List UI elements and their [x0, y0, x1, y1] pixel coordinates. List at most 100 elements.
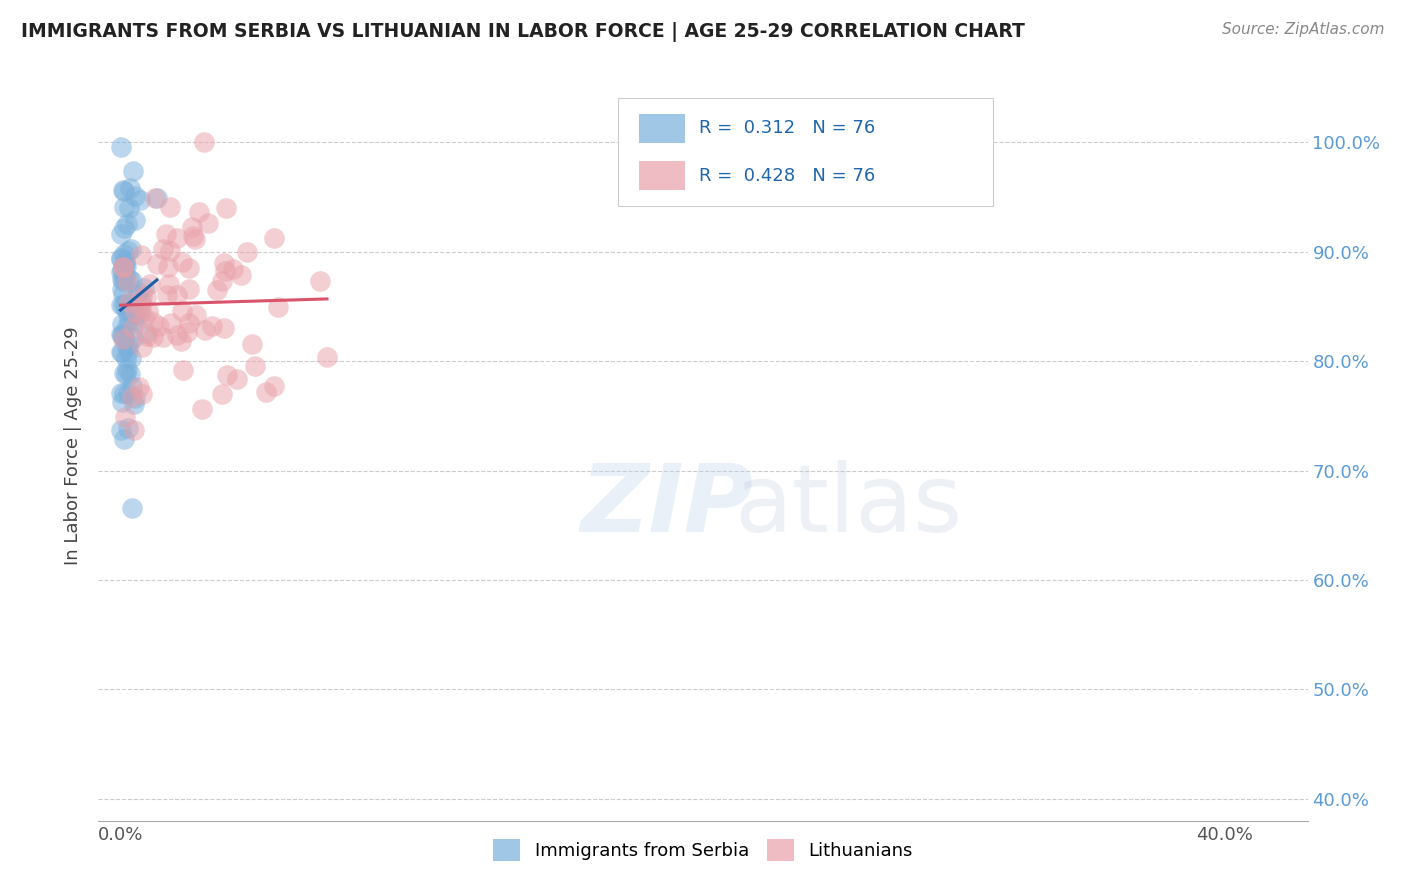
- Point: [129, 308, 152, 322]
- Point: [115, 351, 138, 365]
- Point: [110, 298, 132, 312]
- Point: [117, 306, 139, 320]
- Point: [135, 326, 157, 341]
- Point: [131, 386, 153, 401]
- Point: [121, 379, 143, 393]
- Text: atlas: atlas: [734, 460, 962, 552]
- Text: IMMIGRANTS FROM SERBIA VS LITHUANIAN IN LABOR FORCE | AGE 25-29 CORRELATION CHAR: IMMIGRANTS FROM SERBIA VS LITHUANIAN IN …: [21, 22, 1025, 42]
- Point: [309, 274, 332, 288]
- Point: [263, 231, 285, 245]
- Point: [124, 189, 146, 203]
- Point: [112, 286, 135, 301]
- Point: [111, 263, 134, 277]
- Point: [112, 200, 135, 214]
- Point: [138, 277, 160, 291]
- Point: [179, 316, 201, 330]
- Point: [115, 338, 138, 352]
- Point: [125, 288, 148, 302]
- Point: [110, 326, 132, 341]
- Point: [157, 260, 180, 274]
- Point: [112, 298, 135, 312]
- Text: Source: ZipAtlas.com: Source: ZipAtlas.com: [1222, 22, 1385, 37]
- Point: [124, 213, 146, 227]
- Point: [263, 378, 285, 392]
- Point: [145, 257, 167, 271]
- Point: [124, 397, 146, 411]
- Point: [254, 385, 277, 400]
- Point: [114, 296, 136, 310]
- Text: R =  0.428   N = 76: R = 0.428 N = 76: [699, 167, 876, 185]
- Point: [118, 337, 141, 351]
- Point: [112, 247, 135, 261]
- Point: [121, 390, 143, 404]
- Point: [135, 290, 157, 304]
- Point: [131, 289, 153, 303]
- Point: [194, 322, 217, 336]
- Point: [229, 268, 252, 282]
- Point: [114, 253, 136, 268]
- Point: [111, 328, 134, 343]
- Point: [118, 294, 141, 309]
- Point: [111, 317, 134, 331]
- Point: [115, 259, 138, 273]
- Point: [166, 287, 188, 301]
- Point: [110, 227, 132, 241]
- Point: [121, 321, 143, 335]
- Point: [112, 385, 135, 400]
- Point: [193, 136, 215, 150]
- Point: [197, 216, 219, 230]
- Point: [110, 423, 132, 437]
- Point: [201, 318, 224, 333]
- Point: [112, 332, 135, 346]
- Point: [181, 228, 204, 243]
- Point: [111, 328, 134, 343]
- Point: [114, 257, 136, 271]
- Point: [111, 395, 134, 409]
- Point: [176, 325, 198, 339]
- Point: [121, 501, 143, 516]
- Point: [122, 424, 145, 438]
- Point: [110, 139, 132, 153]
- Point: [136, 328, 159, 343]
- Point: [118, 271, 141, 285]
- Point: [152, 242, 174, 256]
- Text: ZIP: ZIP: [581, 460, 754, 552]
- Legend: Immigrants from Serbia, Lithuanians: Immigrants from Serbia, Lithuanians: [486, 831, 920, 868]
- Text: R =  0.312   N = 76: R = 0.312 N = 76: [699, 120, 876, 137]
- Point: [128, 193, 150, 207]
- Point: [121, 163, 143, 178]
- Point: [118, 313, 141, 327]
- Point: [166, 328, 188, 343]
- Point: [118, 201, 141, 215]
- Point: [160, 316, 183, 330]
- Point: [121, 274, 143, 288]
- Point: [115, 362, 138, 376]
- Point: [205, 283, 228, 297]
- Point: [112, 183, 135, 197]
- Point: [110, 386, 132, 401]
- Point: [177, 282, 200, 296]
- Point: [190, 402, 212, 417]
- Point: [211, 386, 233, 401]
- Point: [112, 221, 135, 235]
- Point: [240, 337, 263, 351]
- Point: [120, 367, 142, 381]
- Point: [114, 409, 136, 424]
- Point: [136, 304, 159, 318]
- Point: [156, 287, 179, 301]
- Point: [152, 330, 174, 344]
- Point: [111, 345, 134, 359]
- Point: [146, 191, 169, 205]
- FancyBboxPatch shape: [619, 97, 993, 206]
- Point: [183, 232, 205, 246]
- Y-axis label: In Labor Force | Age 25-29: In Labor Force | Age 25-29: [65, 326, 83, 566]
- Point: [112, 258, 135, 272]
- Point: [179, 261, 201, 276]
- Point: [112, 432, 135, 446]
- Point: [114, 272, 136, 286]
- Point: [143, 192, 166, 206]
- Point: [112, 332, 135, 346]
- Point: [111, 274, 134, 288]
- Point: [111, 272, 134, 286]
- Point: [112, 260, 135, 274]
